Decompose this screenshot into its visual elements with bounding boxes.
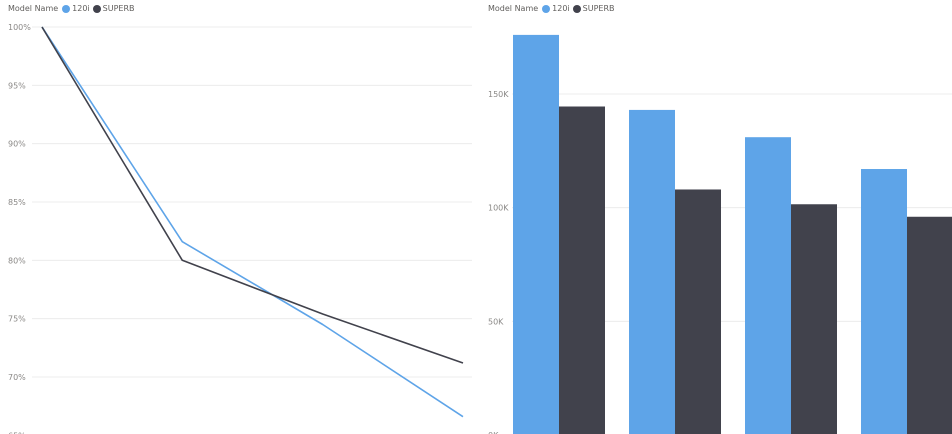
bar-b bbox=[907, 216, 952, 434]
y-tick-label: 70% bbox=[8, 373, 26, 382]
y-tick-label: 75% bbox=[8, 315, 26, 324]
legend-title: Model Name bbox=[8, 4, 59, 13]
y-tick-label: 100K bbox=[488, 204, 509, 213]
bar-b bbox=[791, 204, 837, 434]
line-chart-legend: Model Name 120i SUPERB bbox=[8, 4, 138, 13]
y-tick-label: 100% bbox=[8, 23, 31, 32]
y-tick-label: 95% bbox=[8, 81, 26, 90]
legend-dot-series-b bbox=[572, 4, 581, 13]
y-tick-label: 85% bbox=[8, 198, 26, 207]
y-tick-label: 90% bbox=[8, 140, 26, 149]
y-tick-label: 80% bbox=[8, 256, 26, 265]
series-line-b bbox=[41, 26, 464, 364]
bar-chart-legend: Model Name 120i SUPERB bbox=[488, 4, 618, 13]
legend-dot-series-a bbox=[62, 4, 71, 13]
legend-label-series-b: SUPERB bbox=[582, 4, 615, 13]
series-line-a bbox=[41, 26, 464, 418]
bar-a bbox=[513, 34, 559, 434]
legend-item-series-b[interactable]: SUPERB bbox=[92, 4, 135, 13]
bar-a bbox=[745, 137, 791, 434]
bar-chart-plot: 150K 100K 50K 0K bbox=[488, 34, 952, 434]
y-tick-label: 150K bbox=[488, 90, 509, 99]
y-tick-label: 65% bbox=[8, 431, 26, 434]
legend-item-series-b[interactable]: SUPERB bbox=[572, 4, 615, 13]
legend-item-series-a[interactable]: 120i bbox=[62, 4, 90, 13]
legend-dot-series-b bbox=[92, 4, 101, 13]
bar-a bbox=[861, 169, 907, 434]
legend-title: Model Name bbox=[488, 4, 539, 13]
legend-item-series-a[interactable]: 120i bbox=[542, 4, 570, 13]
legend-dot-series-a bbox=[542, 4, 551, 13]
line-chart-panel: Model Name 120i SUPERB 100% 95% 90% 85% 80% 7… bbox=[0, 0, 474, 434]
y-tick-label: 50K bbox=[488, 317, 504, 326]
y-tick-label: 0K bbox=[488, 431, 499, 434]
line-chart-plot: 100% 95% 90% 85% 80% 75% 70% 65% bbox=[8, 23, 472, 434]
legend-label-series-a: 120i bbox=[552, 4, 570, 13]
legend-label-series-a: 120i bbox=[72, 4, 90, 13]
legend-label-series-b: SUPERB bbox=[102, 4, 135, 13]
bar-b bbox=[675, 189, 721, 434]
bar-a bbox=[629, 109, 675, 434]
bar-chart-panel: Model Name 120i SUPERB 150K 100K 50K 0K bbox=[480, 0, 952, 434]
bar-b bbox=[559, 106, 605, 434]
